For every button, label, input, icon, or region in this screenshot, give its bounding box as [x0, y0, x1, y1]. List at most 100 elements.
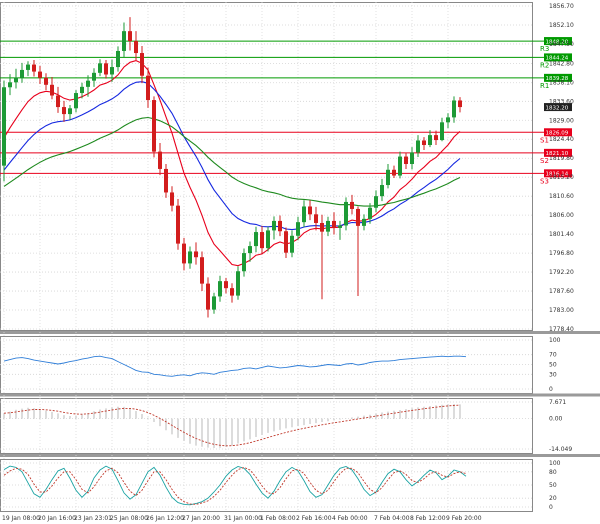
oscillator-2-tick-label: 0.00 [549, 416, 563, 423]
candle-body [332, 220, 336, 228]
current-price-tag [544, 103, 572, 112]
oscillator-3-frame [0, 459, 533, 512]
candle-body [254, 232, 258, 247]
candle-body [392, 169, 396, 176]
level-price-tag-s1 [544, 128, 572, 137]
candle-body [404, 156, 408, 164]
panel-separator-3 [0, 454, 600, 457]
time-tick-label: 23 Jan 23:01 [74, 515, 112, 522]
candle-body [8, 82, 12, 88]
candle-body [182, 243, 186, 264]
candle-body [260, 232, 264, 249]
price-tick-label: 1778.40 [549, 326, 574, 333]
oscillator-2-tick-label: 7.671 [549, 399, 566, 406]
oscillator-3-main-line [3, 465, 467, 506]
candle-body [128, 31, 132, 42]
candle-body [434, 135, 438, 141]
candle-body [416, 140, 420, 153]
price-panel-frame [0, 2, 533, 331]
price-tick-label: 1838.10 [549, 80, 574, 87]
candle-body [224, 281, 228, 289]
candle-body [140, 53, 144, 76]
candle-body [104, 63, 108, 75]
candle-body [170, 192, 174, 206]
candle-body [56, 95, 60, 108]
price-tick-label: 1856.70 [549, 3, 574, 10]
oscillator-3-signal-line [3, 466, 467, 505]
level-name-s2: S2 [540, 157, 549, 165]
axis-labels: 1856.70 1852.10 1847.50 1842.80 1838.10 1833.… [2, 3, 574, 522]
price-tick-label: 1815.20 [549, 174, 574, 181]
time-tick-label: 25 Jan 08:00 [110, 515, 148, 522]
candle-body [200, 257, 204, 284]
price-tick-label: 1829.00 [549, 117, 574, 124]
level-price-label-s2: 1821.10 [546, 151, 569, 157]
candle-body [362, 218, 366, 226]
candle-body [116, 50, 120, 68]
price-tick-label: 1806.00 [549, 212, 574, 219]
candle-body [398, 156, 402, 176]
time-tick-label: 7 Feb 04:00 [374, 515, 410, 522]
candle-body [62, 107, 66, 115]
price-tick-label: 1796.80 [549, 250, 574, 257]
pivot-levels: R31848.20R21844.24R11839.28S11826.09S218… [0, 37, 572, 185]
oscillator-3-tick-label: 20 [549, 495, 557, 502]
price-tick-label: 1842.80 [549, 60, 574, 67]
time-tick-label: 19 Jan 08:00 [2, 515, 40, 522]
price-tick-label: 1833.60 [549, 98, 574, 105]
oscillator-2-panel [0, 401, 532, 450]
candle-body [368, 207, 372, 219]
time-tick-label: 31 Jan 00:00 [224, 515, 262, 522]
panel-backgrounds [0, 2, 600, 512]
candle-body [344, 201, 348, 226]
level-name-r2: R2 [540, 61, 549, 69]
oscillator-1-frame [0, 336, 533, 394]
moving-average-fast-line [3, 60, 461, 267]
candle-body [338, 225, 342, 228]
price-tick-label: 1783.00 [549, 307, 574, 314]
candle-body [86, 80, 90, 87]
time-tick-label: 2 Feb 16:00 [296, 515, 332, 522]
candle-body [284, 231, 288, 253]
oscillator-3-panel [0, 462, 532, 508]
candle-body [122, 31, 126, 51]
price-tick-label: 1852.10 [549, 22, 574, 29]
oscillator-2-signal-line [3, 404, 461, 447]
candle-body [50, 84, 54, 96]
candle-body [320, 222, 324, 232]
candle-body [410, 152, 414, 164]
candle-body [374, 196, 378, 208]
level-name-r1: R1 [540, 82, 549, 90]
candle-body [32, 64, 36, 72]
candle-body [326, 220, 330, 232]
candle-body [278, 220, 282, 232]
oscillator-2-frame [0, 398, 533, 454]
time-tick-label: 20 Jan 16:00 [38, 515, 76, 522]
time-tick-label: 9 Feb 20:00 [446, 515, 482, 522]
candle-body [110, 67, 114, 75]
candle-body [38, 71, 42, 78]
candle-body [92, 72, 96, 81]
price-tick-label: 1819.80 [549, 155, 574, 162]
price-tick-label: 1824.40 [549, 136, 574, 143]
moving-average-long-line [3, 116, 461, 207]
candle-body [212, 296, 216, 310]
candle-body [266, 230, 270, 249]
candle-body [158, 151, 162, 169]
level-price-tag-s3 [544, 169, 572, 178]
candle-body [176, 205, 180, 244]
grid-lines [0, 2, 532, 511]
candle-body [422, 140, 426, 146]
level-price-label-s3: 1816.14 [546, 172, 569, 178]
moving-average-slow-line [3, 81, 461, 231]
candle-body [206, 283, 210, 310]
candle-body [452, 100, 456, 118]
candle-body [194, 251, 198, 258]
time-tick-label: 26 Jan 12:00 [146, 515, 184, 522]
oscillator-3-tick-label: 100 [549, 460, 561, 467]
candle-body [218, 281, 222, 297]
candle-body [98, 63, 102, 73]
candle-body [446, 117, 450, 123]
oscillator-1-tick-label: 50 [549, 362, 557, 369]
